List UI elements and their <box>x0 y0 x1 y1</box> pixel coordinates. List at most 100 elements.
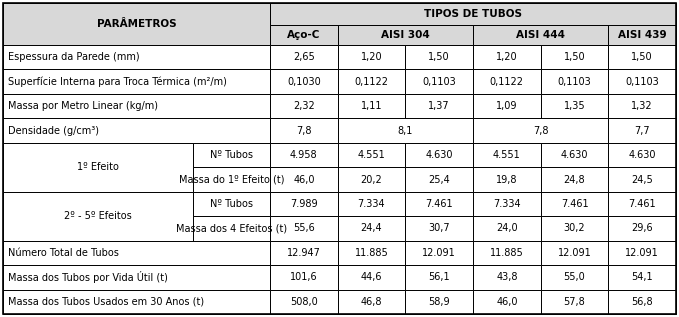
Bar <box>608 94 676 118</box>
Bar <box>337 118 473 143</box>
Text: 46,0: 46,0 <box>496 297 517 307</box>
Bar <box>540 143 608 167</box>
Text: Espessura da Parede (mm): Espessura da Parede (mm) <box>8 52 140 62</box>
Text: 7,8: 7,8 <box>296 126 312 136</box>
Text: Massa dos Tubos por Vida Útil (t): Massa dos Tubos por Vida Útil (t) <box>8 271 168 283</box>
Bar <box>540 94 608 118</box>
Bar <box>337 192 405 216</box>
Text: Nº Tubos: Nº Tubos <box>210 150 253 160</box>
Text: 55,6: 55,6 <box>293 223 314 233</box>
Text: Densidade (g/cm³): Densidade (g/cm³) <box>8 126 99 136</box>
Bar <box>270 143 337 167</box>
Text: 25,4: 25,4 <box>428 174 450 184</box>
Bar <box>473 118 608 143</box>
Bar <box>270 265 337 289</box>
Text: 7.461: 7.461 <box>628 199 656 209</box>
Bar <box>540 241 608 265</box>
Bar <box>405 69 473 94</box>
Text: 58,9: 58,9 <box>428 297 450 307</box>
Text: Superfície Interna para Troca Térmica (m²/m): Superfície Interna para Troca Térmica (m… <box>8 76 227 87</box>
Bar <box>3 192 193 241</box>
Bar <box>608 118 676 143</box>
Text: 43,8: 43,8 <box>496 272 517 282</box>
Bar <box>405 167 473 192</box>
Bar <box>405 192 473 216</box>
Bar <box>473 167 540 192</box>
Text: Massa dos 4 Efeitos (t): Massa dos 4 Efeitos (t) <box>176 223 287 233</box>
Bar <box>270 167 337 192</box>
Bar <box>337 94 405 118</box>
Bar <box>337 45 405 69</box>
Bar <box>473 241 540 265</box>
Text: 4.630: 4.630 <box>561 150 588 160</box>
Text: 46,8: 46,8 <box>361 297 382 307</box>
Bar <box>473 216 540 241</box>
Bar <box>540 289 608 314</box>
Bar <box>270 94 337 118</box>
Text: 12.947: 12.947 <box>287 248 320 258</box>
Text: 24,5: 24,5 <box>631 174 653 184</box>
Bar <box>193 216 270 241</box>
Bar <box>193 167 270 192</box>
Bar <box>270 241 337 265</box>
Text: 0,1122: 0,1122 <box>354 77 388 87</box>
Text: 1,11: 1,11 <box>361 101 382 111</box>
Bar <box>270 25 337 45</box>
Bar <box>3 94 270 118</box>
Text: Número Total de Tubos: Número Total de Tubos <box>8 248 119 258</box>
Text: 0,1122: 0,1122 <box>490 77 524 87</box>
Bar <box>405 94 473 118</box>
Bar <box>270 118 337 143</box>
Text: 1,50: 1,50 <box>564 52 585 62</box>
Bar <box>193 192 270 216</box>
Bar <box>3 118 270 143</box>
Text: 4.630: 4.630 <box>426 150 453 160</box>
Text: 30,2: 30,2 <box>564 223 585 233</box>
Bar <box>608 192 676 216</box>
Text: 29,6: 29,6 <box>631 223 653 233</box>
Text: 4.551: 4.551 <box>493 150 521 160</box>
Bar <box>3 289 270 314</box>
Text: 0,1030: 0,1030 <box>287 77 320 87</box>
Bar <box>270 192 337 216</box>
Text: TIPOS DE TUBOS: TIPOS DE TUBOS <box>424 9 522 19</box>
Text: 1,37: 1,37 <box>428 101 450 111</box>
Bar <box>337 265 405 289</box>
Text: 2º - 5º Efeitos: 2º - 5º Efeitos <box>64 211 132 221</box>
Bar <box>3 241 270 265</box>
Text: 0,1103: 0,1103 <box>422 77 456 87</box>
Bar <box>337 241 405 265</box>
Text: 56,8: 56,8 <box>631 297 653 307</box>
Bar <box>405 289 473 314</box>
Text: 55,0: 55,0 <box>564 272 585 282</box>
Text: 12.091: 12.091 <box>422 248 456 258</box>
Bar <box>270 45 337 69</box>
Text: 20,2: 20,2 <box>361 174 382 184</box>
Text: 24,4: 24,4 <box>361 223 382 233</box>
Bar <box>540 265 608 289</box>
Text: 44,6: 44,6 <box>361 272 382 282</box>
Text: 8,1: 8,1 <box>398 126 413 136</box>
Bar <box>473 69 540 94</box>
Bar <box>337 69 405 94</box>
Bar <box>270 289 337 314</box>
Text: 7.334: 7.334 <box>358 199 385 209</box>
Text: 1,20: 1,20 <box>361 52 382 62</box>
Text: AISI 444: AISI 444 <box>516 30 565 40</box>
Bar <box>3 3 270 45</box>
Bar <box>608 143 676 167</box>
Text: 0,1103: 0,1103 <box>625 77 659 87</box>
Text: 24,8: 24,8 <box>564 174 585 184</box>
Bar <box>540 45 608 69</box>
Bar <box>3 143 193 192</box>
Text: 4.958: 4.958 <box>290 150 318 160</box>
Text: 1º Efeito: 1º Efeito <box>77 162 119 172</box>
Text: 19,8: 19,8 <box>496 174 517 184</box>
Text: Massa dos Tubos Usados em 30 Anos (t): Massa dos Tubos Usados em 30 Anos (t) <box>8 297 204 307</box>
Bar <box>270 3 676 25</box>
Bar <box>3 265 270 289</box>
Text: 1,09: 1,09 <box>496 101 517 111</box>
Bar <box>608 241 676 265</box>
Text: 7.461: 7.461 <box>561 199 588 209</box>
Bar <box>473 265 540 289</box>
